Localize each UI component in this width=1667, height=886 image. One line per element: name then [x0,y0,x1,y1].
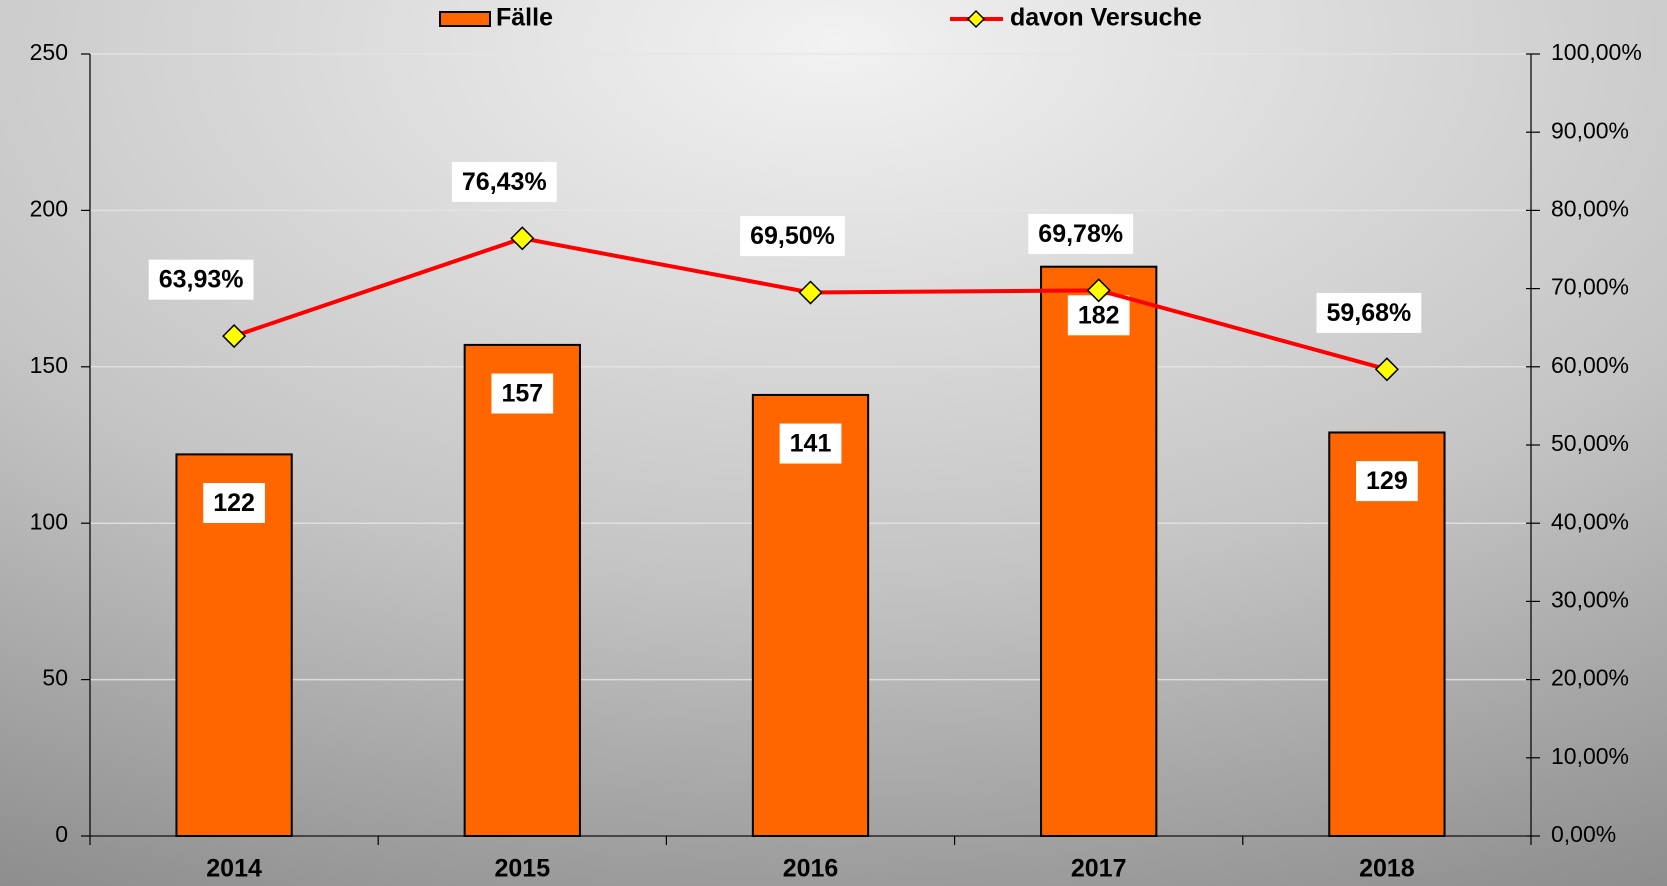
y2-tick-label: 40,00% [1551,508,1629,534]
x-tick-label: 2015 [494,855,550,883]
y2-tick-label: 100,00% [1551,39,1642,65]
x-tick-label: 2018 [1359,855,1415,883]
y-tick-label: 50 [42,665,68,691]
y2-tick-label: 80,00% [1551,195,1629,221]
bar-label: 129 [1366,467,1408,495]
y2-tick-label: 70,00% [1551,274,1629,300]
y-tick-label: 250 [30,39,68,65]
line-label: 69,78% [1038,220,1123,248]
y2-tick-label: 10,00% [1551,743,1629,769]
y-tick-label: 100 [30,508,68,534]
y2-tick-label: 20,00% [1551,665,1629,691]
line-label-box [740,216,845,257]
bar-label-box [1356,461,1418,502]
y2-tick-label: 60,00% [1551,352,1629,378]
y-tick-label: 150 [30,352,68,378]
legend-marker [966,9,986,29]
legend-swatch [439,11,491,27]
bar [751,393,870,837]
y2-tick-label: 50,00% [1551,430,1629,456]
bar-label: 141 [790,430,832,458]
bar-label: 122 [213,489,255,517]
line-label: 76,43% [462,168,547,196]
x-tick-label: 2016 [783,855,839,883]
line-label-box [1316,292,1422,333]
marker [798,280,823,305]
marker [222,324,247,349]
marker [1086,278,1111,303]
bar-label: 182 [1078,301,1120,329]
bar-label: 157 [501,380,543,408]
y-tick-label: 0 [55,821,68,847]
bar [1040,265,1158,838]
line-label-box [451,161,557,202]
x-tick-label: 2014 [206,855,262,883]
marker [510,226,535,251]
bar-label-box [203,482,265,523]
line-label: 59,68% [1327,299,1412,327]
marker [1374,357,1399,382]
line-label-box [1028,213,1134,254]
y-tick-label: 200 [30,195,68,221]
bar-label-box [779,423,842,464]
legend-label: davon Versuche [1010,4,1202,32]
y2-tick-label: 90,00% [1551,117,1629,143]
line-label: 63,93% [159,266,244,294]
x-tick-label: 2017 [1071,855,1127,883]
line-label: 69,50% [750,222,835,250]
bar [463,343,581,837]
line-label-box [148,259,254,300]
bar-label-box [491,373,554,414]
y2-tick-label: 30,00% [1551,586,1629,612]
legend-label: Fälle [496,4,553,32]
y2-tick-label: 0,00% [1551,821,1616,847]
